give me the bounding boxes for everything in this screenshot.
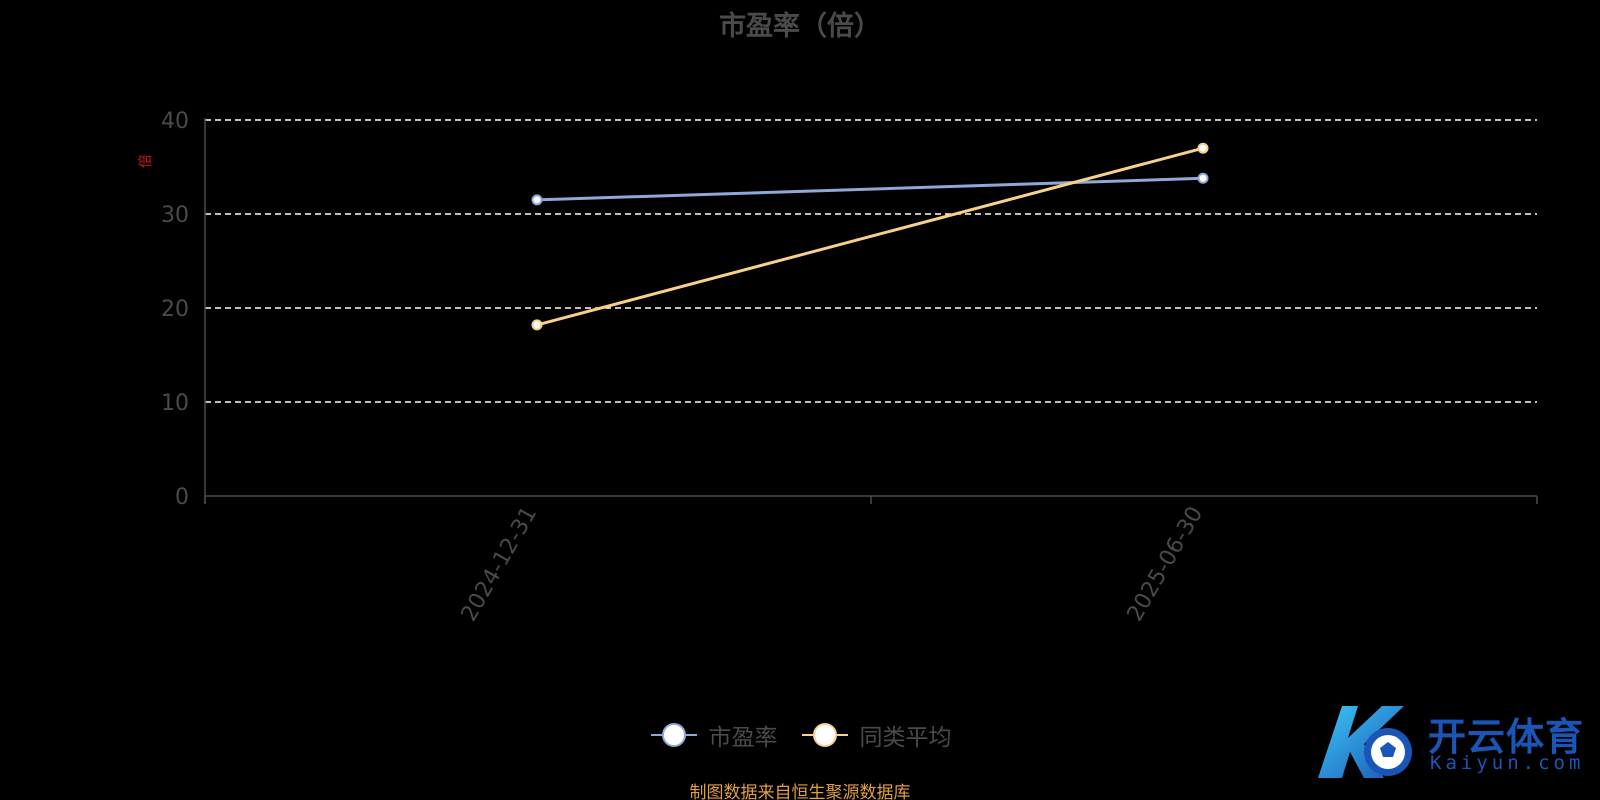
data-point-series-0-0 — [531, 194, 543, 206]
data-point-series-1-0 — [531, 319, 543, 331]
legend-marker-series-1 — [801, 723, 848, 747]
legend-label-series-0: 市盈率 — [708, 725, 778, 751]
y-tick-label: 10 — [161, 391, 189, 416]
series-line-1 — [536, 146, 1204, 327]
legend-marker-series-0 — [650, 723, 697, 747]
legend-item-series-0[interactable]: 市盈率 — [649, 718, 778, 752]
legend-label-series-1: 同类平均 — [859, 725, 952, 751]
kaiyun-watermark-logo: 开云体育 Kaiyun.com — [1312, 700, 1592, 784]
y-tick-label: 30 — [161, 203, 189, 228]
y-axis-label: 倍 — [138, 154, 154, 168]
line-chart: 0 10 20 30 40 倍 2024-12-31 2025-06-30 — [138, 109, 1538, 626]
watermark-english-text: Kaiyun.com — [1430, 752, 1585, 774]
y-tick-label: 40 — [161, 109, 189, 134]
chart-title: 市盈率（倍） — [719, 11, 881, 42]
series-line-0 — [536, 176, 1204, 202]
x-tick-label: 2025-06-30 — [1123, 503, 1209, 626]
watermark-chinese-text: 开云体育 — [1428, 715, 1585, 759]
y-tick-label: 0 — [175, 485, 189, 510]
legend: 市盈率 同类平均 — [0, 718, 1600, 752]
data-point-series-1-1 — [1197, 142, 1209, 154]
y-tick-label: 20 — [161, 297, 189, 322]
x-tick-label: 2024-12-31 — [457, 503, 543, 626]
data-point-series-0-1 — [1197, 172, 1209, 184]
source-note: 制图数据来自恒生聚源数据库 — [689, 783, 911, 800]
legend-item-series-1[interactable]: 同类平均 — [800, 718, 952, 752]
ky-soccer-logo-icon — [1318, 706, 1412, 778]
